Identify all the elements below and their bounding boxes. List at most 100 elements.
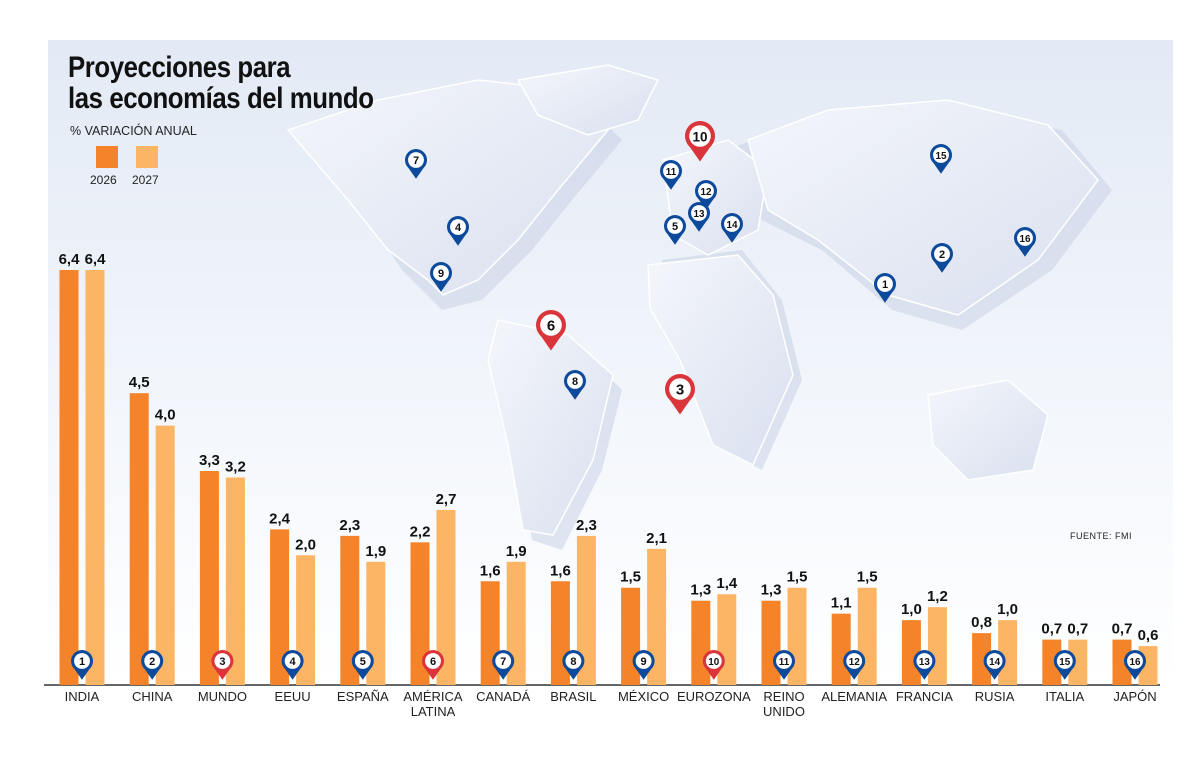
map-pin-16-tail (1017, 245, 1033, 257)
bar-marker-4: 4 (281, 650, 304, 680)
bar-marker-11-label: 11 (779, 657, 790, 668)
legend-label-2026: 2026 (90, 173, 117, 187)
map-pin-7: 7 (405, 149, 427, 179)
category-label-9: MÉXICO (618, 689, 669, 704)
bar-marker-2-tail (144, 668, 160, 680)
bar-2026-13 (901, 620, 921, 685)
map-pin-2-tail (934, 261, 950, 273)
value-label-2027-1: 6,4 (85, 251, 107, 268)
bar-marker-16: 16 (1124, 650, 1146, 680)
bar-marker-8-face (565, 653, 582, 669)
category-label-3: MUNDO (198, 689, 247, 704)
map-pin-7-label: 7 (413, 155, 419, 167)
category-label-6-line-1: AMÉRICA (403, 689, 463, 704)
bar-marker-3-label: 3 (219, 656, 225, 668)
value-label-2027-4: 2,0 (295, 536, 316, 553)
bar-marker-16-label: 16 (1130, 657, 1141, 668)
map-pin-8-tail (567, 388, 583, 400)
bar-2026-11 (761, 600, 781, 685)
map-pin-6: 6 (536, 310, 566, 351)
bar-marker-3-face (214, 653, 231, 669)
chart-title: Proyecciones para las economías del mund… (68, 52, 374, 114)
greenland (516, 64, 660, 136)
map-pin-4: 4 (447, 216, 469, 246)
map-pin-7-tail (408, 167, 424, 179)
bar-marker-11-face (776, 653, 792, 669)
bar-marker-11-tail (776, 668, 792, 680)
bar-marker-15-tail (1057, 668, 1073, 680)
map-pin-15-label: 15 (936, 151, 947, 162)
map-pin-2-face (934, 246, 950, 262)
bar-marker-7-label: 7 (500, 656, 506, 668)
category-label-10: EUROZONA (677, 689, 751, 704)
value-label-2026-10: 1,3 (690, 582, 711, 599)
map-pin-15-face (933, 147, 949, 163)
value-label-2026-2: 4,5 (129, 374, 150, 391)
category-label-14: RUSIA (975, 689, 1015, 704)
bar-marker-6-label: 6 (430, 656, 436, 668)
value-label-2027-2: 4,0 (155, 407, 176, 424)
bar-marker-4-face (284, 653, 301, 669)
map-pin-2: 2 (931, 243, 953, 273)
bar-marker-12: 12 (843, 650, 866, 680)
map-pin-9: 9 (430, 262, 452, 292)
bar-marker-13-tail (916, 668, 933, 680)
value-label-2027-14: 1,0 (997, 601, 1018, 618)
bar-marker-16-face (1127, 653, 1143, 669)
map-pin-9-label: 9 (438, 268, 444, 280)
value-label-2026-11: 1,3 (761, 582, 782, 599)
value-label-2027-13: 1,2 (927, 588, 948, 605)
source-note: FUENTE: FMI (1070, 531, 1132, 541)
bar-marker-1-tail (74, 668, 90, 680)
bar-marker-5-tail (355, 668, 371, 680)
bar-marker-15-label: 15 (1059, 657, 1070, 668)
bar-marker-12-tail (846, 668, 862, 680)
bar-marker-8-label: 8 (570, 656, 576, 668)
value-label-2026-9: 1,5 (620, 569, 641, 586)
north-america (286, 79, 610, 296)
category-label-11-line-1: REINO (763, 689, 804, 704)
bar-marker-15-face (1056, 653, 1073, 669)
bar-marker-4-label: 4 (290, 656, 297, 668)
value-label-2026-14: 0,8 (971, 614, 992, 631)
bar-marker-5-face (354, 653, 371, 669)
map-pin-10-tail (689, 146, 711, 162)
legend-label-2027: 2027 (132, 173, 159, 187)
category-label-6-line-2: LATINA (411, 704, 456, 719)
map-pin-5-tail (667, 233, 683, 245)
map-pin-9-tail (433, 280, 449, 292)
map-pin-11-face (663, 163, 679, 179)
bar-marker-9-face (635, 653, 652, 669)
map-pin-5: 5 (664, 215, 686, 245)
map-pin-14: 14 (721, 213, 743, 243)
map-pin-8-face (567, 373, 583, 389)
bar-marker-2-label: 2 (149, 656, 155, 668)
bar-marker-7-tail (495, 668, 511, 680)
value-label-2027-12: 1,5 (857, 569, 878, 586)
bar-marker-13-face (916, 653, 933, 669)
value-label-2026-1: 6,4 (59, 251, 81, 268)
map-pin-4-face (450, 219, 466, 235)
map-pin-3-face (669, 378, 691, 400)
bar-marker-9-label: 9 (641, 656, 647, 668)
bar-marker-5: 5 (351, 650, 374, 680)
map-pin-5-label: 5 (672, 221, 678, 233)
asia (747, 99, 1099, 316)
value-label-2026-8: 1,6 (550, 562, 571, 579)
value-label-2027-9: 2,1 (646, 530, 667, 547)
map-pin-10-face (689, 125, 711, 147)
bar-2026-10 (691, 600, 711, 685)
bar-marker-10-tail (706, 668, 722, 680)
value-label-2027-16: 0,6 (1138, 627, 1159, 644)
bar-2027-6 (436, 509, 456, 685)
bar-2027-14 (998, 620, 1018, 685)
map-pin-16: 16 (1014, 227, 1036, 257)
bar-2026-5 (340, 535, 360, 685)
map-pin-8-label: 8 (572, 376, 578, 388)
bar-marker-8-tail (565, 668, 582, 680)
value-label-2026-15: 0,7 (1041, 621, 1062, 638)
bar-2027-10 (717, 594, 737, 685)
bar-2026-4 (270, 529, 290, 685)
category-label-1: INDIA (65, 689, 100, 704)
bar-marker-16-tail (1127, 668, 1143, 680)
